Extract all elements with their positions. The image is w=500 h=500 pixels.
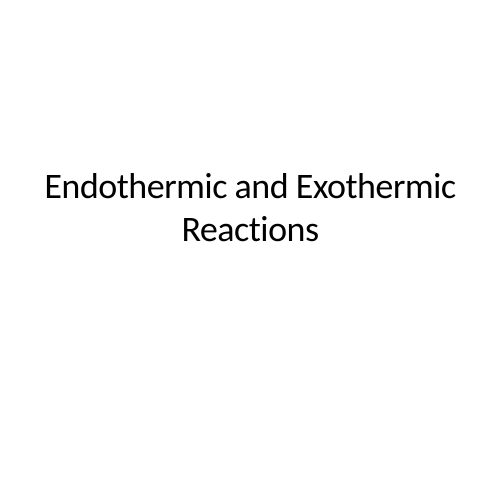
slide-container: Endothermic and Exothermic Reactions	[0, 0, 500, 500]
slide-title: Endothermic and Exothermic Reactions	[0, 165, 500, 251]
